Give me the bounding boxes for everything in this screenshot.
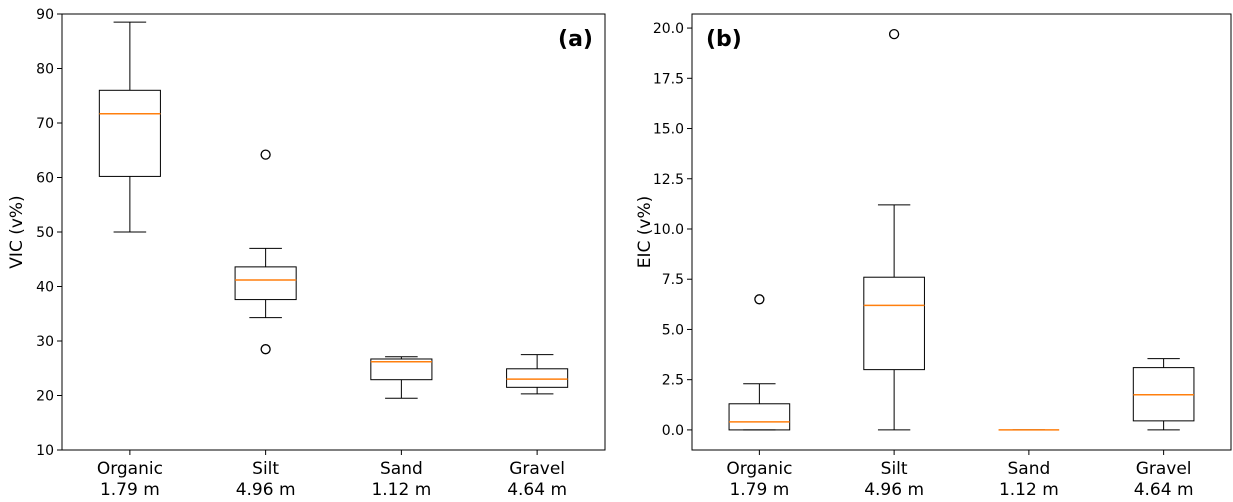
box [98,89,161,177]
y-tick-label: 0.0 [662,423,684,439]
x-tick-sublabel: 1.79 m [100,480,160,500]
y-tick-label: 20.0 [653,21,684,37]
y-tick-label: 15.0 [653,122,684,138]
x-tick-label: Silt [252,459,279,479]
y-tick-label: 12.5 [653,172,684,188]
y-tick-label: 7.5 [662,272,684,288]
x-tick-label: Sand [380,459,423,479]
y-tick-label: 50 [36,225,54,241]
outlier [260,344,271,355]
y-tick-label: 70 [36,116,54,132]
x-tick-label: Organic [97,459,163,479]
box [234,266,297,301]
x-tick-label: Gravel [509,459,565,479]
x-tick-label: Organic [726,459,792,479]
outlier [260,149,271,160]
y-tick-label: 10 [36,443,54,459]
box [728,403,791,431]
y-axis-label: EIC (v%) [635,196,655,269]
x-tick-label: Sand [1007,459,1050,479]
x-tick-sublabel: 1.12 m [371,480,431,500]
y-tick-label: 17.5 [653,71,684,87]
y-tick-label: 60 [36,171,54,187]
y-tick-label: 80 [36,62,54,78]
x-tick-sublabel: 1.12 m [999,480,1059,500]
box [863,276,925,371]
x-tick-sublabel: 4.96 m [864,480,924,500]
box [506,368,569,388]
y-tick-label: 40 [36,280,54,296]
x-tick-sublabel: 4.96 m [236,480,296,500]
x-tick-label: Silt [881,459,908,479]
y-tick-label: 20 [36,389,54,405]
x-tick-sublabel: 4.64 m [1134,480,1194,500]
y-tick-label: 30 [36,334,54,350]
y-axis-label: VIC (v%) [7,195,27,268]
x-tick-sublabel: 1.79 m [729,480,789,500]
box [370,358,433,381]
outlier [888,28,900,40]
chart-panel: 0.0 2.5 5.0 7.5 10.0 12.5 15.0 17.5 20.0 EIC (v%)… [635,13,1232,500]
panel-label: (b) [706,27,742,52]
y-tick-label: 5.0 [662,322,684,338]
x-tick-label: Gravel [1136,459,1192,479]
plot-frame [691,13,1232,451]
y-tick-label: 10.0 [653,222,684,238]
panel-label: (a) [558,27,593,52]
chart-panel: 10 20 30 40 50 60 70 80 90 VIC (v%) (a) Organic1.79… [7,7,606,500]
outlier [754,294,765,305]
y-tick-label: 90 [36,7,54,23]
y-tick-label: 2.5 [662,373,684,389]
x-tick-sublabel: 4.64 m [507,480,567,500]
